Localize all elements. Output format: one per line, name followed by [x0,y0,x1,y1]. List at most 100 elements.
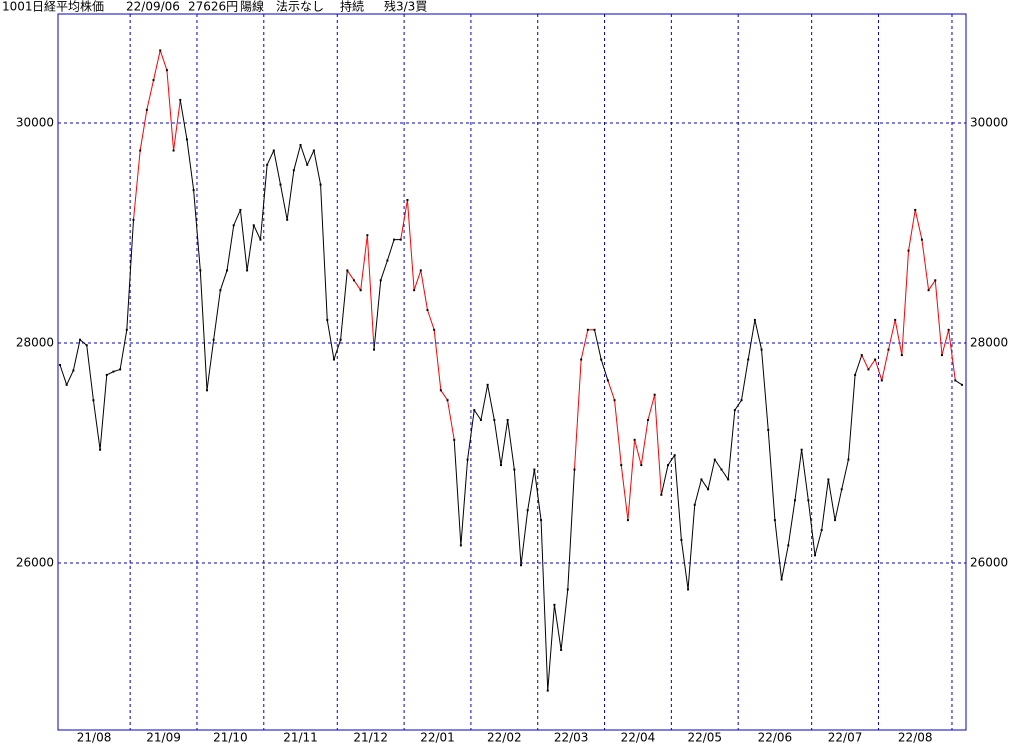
data-point [560,648,563,651]
data-point [426,309,429,312]
data-point [733,409,736,412]
line-segment [814,529,823,556]
data-point [413,289,416,292]
line-segment [507,419,515,470]
line-segment [79,339,88,346]
data-point [907,249,910,252]
data-point [727,478,730,481]
line-segment [881,349,889,381]
line-segment [213,290,221,340]
data-point [834,519,837,522]
data-point [640,464,643,467]
x-tick-label: 22/04 [621,731,656,745]
line-segment [500,419,509,466]
data-point [613,399,616,402]
line-segment [467,410,475,460]
line-segment [827,479,836,521]
x-tick-label: 21/12 [353,731,388,745]
data-point [473,409,476,412]
data-point [894,318,897,321]
line-segment [894,319,903,356]
line-segment [847,374,856,460]
line-segment [286,170,295,220]
line-segment [640,419,649,466]
line-segment [667,454,676,466]
line-segment [86,345,94,401]
line-segment [153,50,161,81]
line-segment [186,139,195,191]
data-point [466,458,469,461]
data-point [419,269,422,272]
data-point [793,499,796,502]
data-point [239,208,242,211]
data-point [72,369,75,372]
data-point [961,383,963,386]
line-segment [139,109,148,151]
data-point [346,269,349,272]
line-segment [72,339,81,371]
data-point [159,49,162,52]
line-segment [560,589,569,650]
data-point [814,554,817,557]
x-tick-label: 22/05 [687,731,722,745]
data-point [433,328,436,331]
data-point [900,354,903,357]
data-point [593,328,596,331]
line-segment [801,449,809,501]
data-point [820,529,823,532]
header-field: 日経平均株価 [32,0,104,14]
y-tick-label: 30000 [16,116,54,130]
line-segment [273,150,281,185]
data-point [520,564,523,567]
y-tick-label: 28000 [16,336,54,350]
data-point [493,419,496,422]
data-point [112,370,115,373]
line-segment [680,539,689,590]
line-segment [761,349,769,430]
x-tick-label: 21/10 [213,731,248,745]
data-point [479,419,482,422]
data-point [767,428,770,431]
data-point [667,464,670,467]
data-point [312,149,315,152]
line-segment [701,479,709,490]
line-segment [901,250,910,356]
line-segment [654,394,662,495]
line-segment [888,319,896,350]
data-point [947,328,950,331]
plot-frame [57,13,967,731]
line-segment [119,329,128,370]
line-segment [594,329,602,360]
data-point [860,354,863,357]
line-segment [373,280,382,350]
data-point [840,488,843,491]
y-tick-label-right: 30000 [970,116,1008,130]
data-point [386,259,389,262]
data-point [359,289,362,292]
data-point [600,358,603,361]
data-point [366,234,369,237]
line-segment [854,354,863,376]
data-point [85,344,88,347]
line-segment [787,500,796,546]
line-segment [59,364,68,385]
data-point [934,279,937,282]
line-segment [934,280,943,356]
line-segment [440,390,448,401]
line-segment [406,199,415,291]
data-point [226,269,229,272]
line-segment [92,400,101,450]
data-point [854,373,857,376]
line-segment [747,319,756,360]
line-segment [219,270,228,291]
x-tick-label: 21/09 [146,731,181,745]
x-tick-label: 22/07 [828,731,863,745]
line-segment [293,144,302,171]
line-segment [714,459,722,470]
line-segment [480,384,489,421]
line-segment [553,604,562,650]
data-point [246,269,249,272]
header-field: 持続 [340,0,364,14]
line-segment [320,184,328,320]
